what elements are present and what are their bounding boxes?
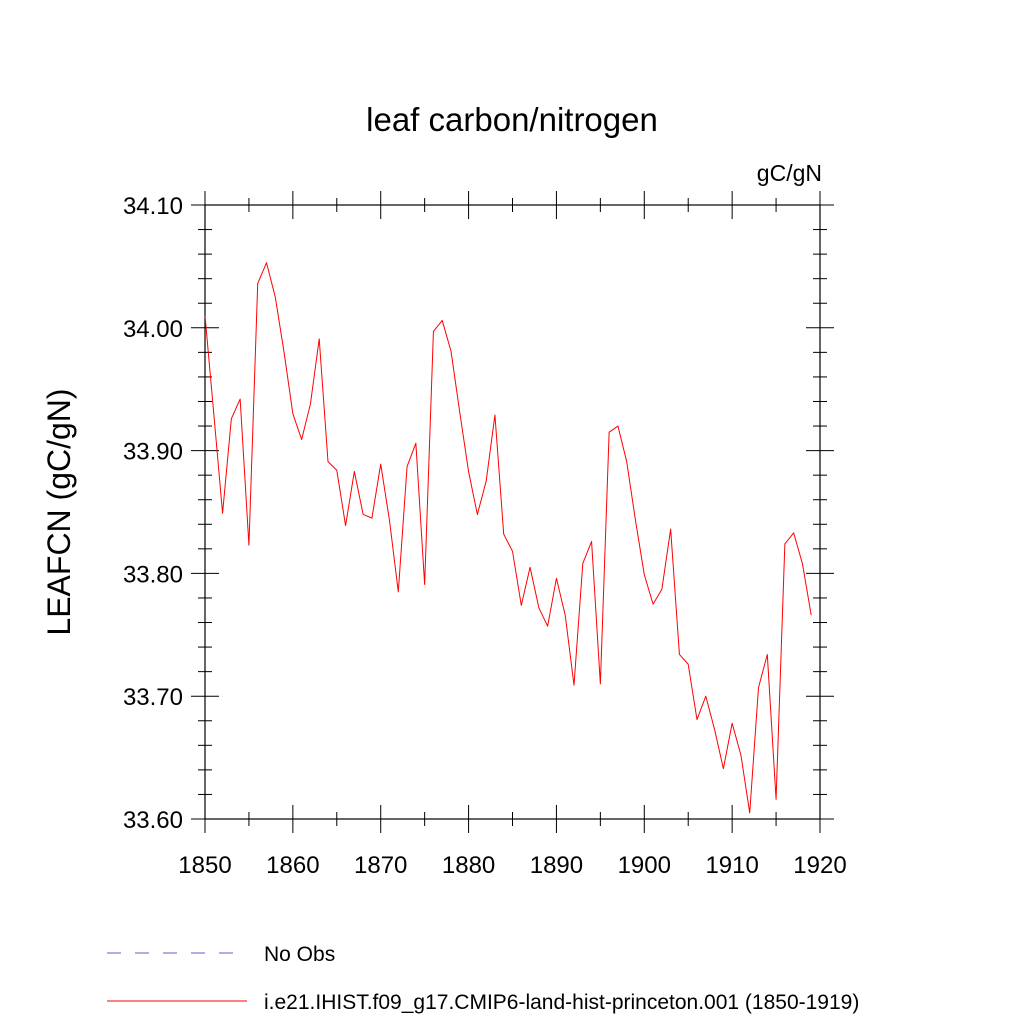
x-tick-label: 1870 (354, 852, 407, 879)
y-tick-label: 33.90 (123, 439, 183, 466)
plot-frame (204, 204, 821, 820)
legend: No Obs i.e21.IHIST.f09_g17.CMIP6-land-his… (107, 943, 859, 1014)
y-tick-label: 34.00 (123, 316, 183, 343)
x-tick-label: 1920 (793, 852, 846, 879)
axis-ticks (191, 191, 834, 833)
y-axis-label: LEAFCN (gC/gN) (41, 388, 77, 635)
x-tick-label: 1860 (266, 852, 319, 879)
y-tick-label: 33.60 (123, 807, 183, 834)
units-label: gC/gN (757, 160, 822, 186)
series-line (204, 262, 812, 814)
series-lines (204, 262, 812, 814)
legend-label: i.e21.IHIST.f09_g17.CMIP6-land-hist-prin… (264, 991, 859, 1014)
x-tick-label: 1910 (705, 852, 758, 879)
y-tick-label: 34.10 (123, 193, 183, 220)
chart-title: leaf carbon/nitrogen (366, 101, 658, 138)
x-tick-label: 1890 (530, 852, 583, 879)
legend-label: No Obs (264, 943, 335, 966)
x-tick-label: 1900 (618, 852, 671, 879)
x-tick-labels: 1850 1860 1870 1880 1890 1900 1910 1920 (178, 852, 846, 879)
y-tick-labels: 33.60 33.70 33.80 33.90 34.00 34.10 (123, 193, 183, 834)
y-tick-label: 33.70 (123, 684, 183, 711)
x-tick-label: 1880 (442, 852, 495, 879)
y-tick-label: 33.80 (123, 561, 183, 588)
x-tick-label: 1850 (178, 852, 231, 879)
